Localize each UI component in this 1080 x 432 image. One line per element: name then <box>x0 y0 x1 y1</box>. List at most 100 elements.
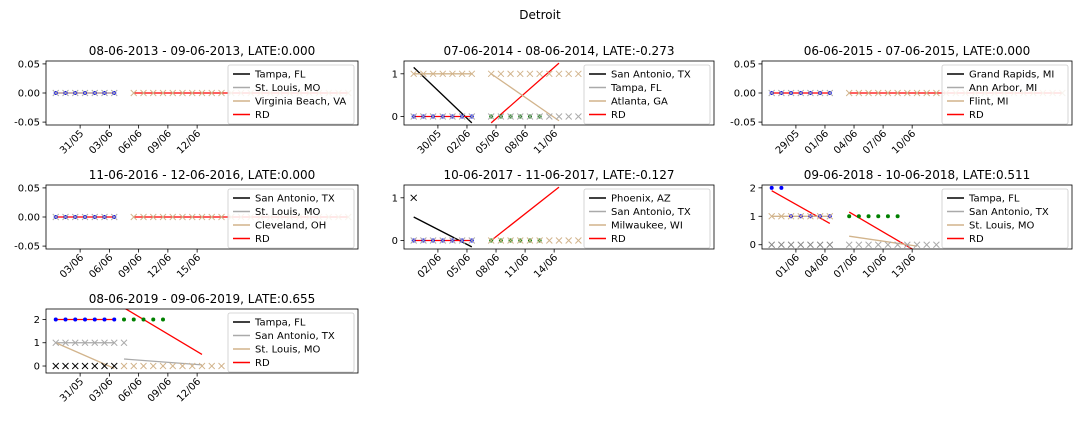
x-marker-stroke <box>894 89 901 97</box>
axes-frame <box>403 60 715 126</box>
plot-area <box>410 62 582 124</box>
data-point <box>779 185 784 190</box>
data-point-x <box>526 237 534 244</box>
data-point-x <box>420 113 427 120</box>
series-line-4 <box>124 309 203 355</box>
subplot-title: 08-06-2019 - 09-06-2019, LATE:0.655 <box>89 292 316 306</box>
data-point-x <box>81 213 89 221</box>
x-marker-stroke <box>81 213 89 221</box>
data-point-x <box>71 362 79 370</box>
data-point-x <box>874 89 882 97</box>
data-point-x <box>188 89 196 97</box>
data-point-x <box>218 213 225 221</box>
data-point-x <box>62 213 69 221</box>
x-marker-stroke <box>101 339 108 347</box>
x-marker-stroke <box>169 89 177 97</box>
x-marker-stroke <box>420 113 427 120</box>
x-tick-label: 13/06 <box>890 252 918 280</box>
data-point-x <box>778 212 785 220</box>
x-marker-stroke <box>429 113 437 120</box>
x-marker-stroke <box>575 70 582 78</box>
x-marker-stroke <box>149 89 157 97</box>
data-point-x <box>923 241 931 249</box>
x-marker-stroke <box>101 213 108 221</box>
data-point-x <box>816 212 824 220</box>
x-marker-stroke <box>52 213 60 221</box>
data-point-x <box>913 89 921 97</box>
x-marker-stroke <box>91 213 99 221</box>
x-marker-stroke <box>62 339 69 347</box>
data-point-x <box>768 212 776 220</box>
legend: Tampa, FL San Antonio, TX St. Louis, MO RD <box>941 188 1069 249</box>
x-marker-stroke <box>188 362 196 370</box>
y-tick-label: 0 <box>34 362 40 373</box>
x-marker-stroke <box>140 362 147 370</box>
data-point-x <box>52 339 60 347</box>
legend-label: Tampa, FL <box>254 318 306 329</box>
x-tick-label: 05/06 <box>445 252 473 280</box>
x-tick-label: 09/06 <box>146 376 174 404</box>
x-marker-stroke <box>52 362 60 370</box>
x-marker-stroke <box>169 362 177 370</box>
data-point-x <box>62 362 69 370</box>
data-point-x <box>110 339 118 347</box>
data-point-x <box>807 212 814 220</box>
subplot-6: 09-06-2018 - 10-06-2018, LATE:0.511 0 1 2 01… <box>750 168 1073 281</box>
data-point-x <box>865 89 872 97</box>
data-point-x <box>555 70 563 78</box>
data-point-x <box>429 70 437 78</box>
data-point-x <box>110 89 118 97</box>
x-marker-stroke <box>497 70 505 78</box>
x-marker-stroke <box>140 89 147 97</box>
y-tick-label: 0 <box>392 112 398 123</box>
x-tick-label: 12/06 <box>175 376 203 404</box>
x-marker-stroke <box>179 213 186 221</box>
x-tick-label: 14/06 <box>532 252 560 280</box>
x-marker-stroke <box>110 89 118 97</box>
legend-label: San Antonio, TX <box>611 70 691 81</box>
x-marker-stroke <box>429 237 437 244</box>
data-point-x <box>933 89 940 97</box>
data-point-x <box>458 113 466 120</box>
data-point-x <box>169 362 177 370</box>
x-tick-label: 03/06 <box>87 128 115 156</box>
x-marker-stroke <box>91 339 99 347</box>
legend: San Antonio, TX Tampa, FL Atlanta, GA RD <box>583 64 711 125</box>
x-marker-stroke <box>130 89 138 97</box>
data-point-x <box>565 237 573 244</box>
x-marker-stroke <box>449 113 456 120</box>
legend-label: RD <box>611 234 626 245</box>
data-point-x <box>208 362 216 370</box>
x-marker-stroke <box>884 89 892 97</box>
data-point-x <box>62 89 69 97</box>
subplot-3: 06-06-2015 - 07-06-2015, LATE:0.000 -0.05… <box>730 44 1073 157</box>
y-tick-label: 1 <box>392 69 398 80</box>
data-point-x <box>120 339 128 347</box>
x-marker-stroke <box>816 212 824 220</box>
x-tick-label: 07/06 <box>832 252 860 280</box>
x-marker-stroke <box>565 113 573 120</box>
x-marker-stroke <box>516 113 524 120</box>
x-marker-stroke <box>420 237 427 244</box>
x-marker-stroke <box>62 89 69 97</box>
x-tick-label: 04/06 <box>803 252 831 280</box>
series-line-3 <box>848 211 914 249</box>
data-point <box>895 214 900 219</box>
x-marker-stroke <box>439 237 447 244</box>
data-point <box>73 317 78 322</box>
data-point-x <box>507 237 514 244</box>
x-marker-stroke <box>198 213 206 221</box>
x-marker-stroke <box>81 89 89 97</box>
legend-label: San Antonio, TX <box>969 207 1049 218</box>
x-tick-label: 03/06 <box>87 376 115 404</box>
data-point-x <box>429 237 437 244</box>
data-point-x <box>487 237 495 244</box>
series-line-5 <box>123 358 203 366</box>
x-marker-stroke <box>487 70 495 78</box>
data-point-x <box>130 213 138 221</box>
x-marker-stroke <box>816 89 824 97</box>
legend: Tampa, FL San Antonio, TX St. Louis, MO RD <box>227 312 355 373</box>
legend-label: St. Louis, MO <box>969 221 1034 232</box>
data-point-x <box>555 237 563 244</box>
x-marker-stroke <box>816 241 824 249</box>
